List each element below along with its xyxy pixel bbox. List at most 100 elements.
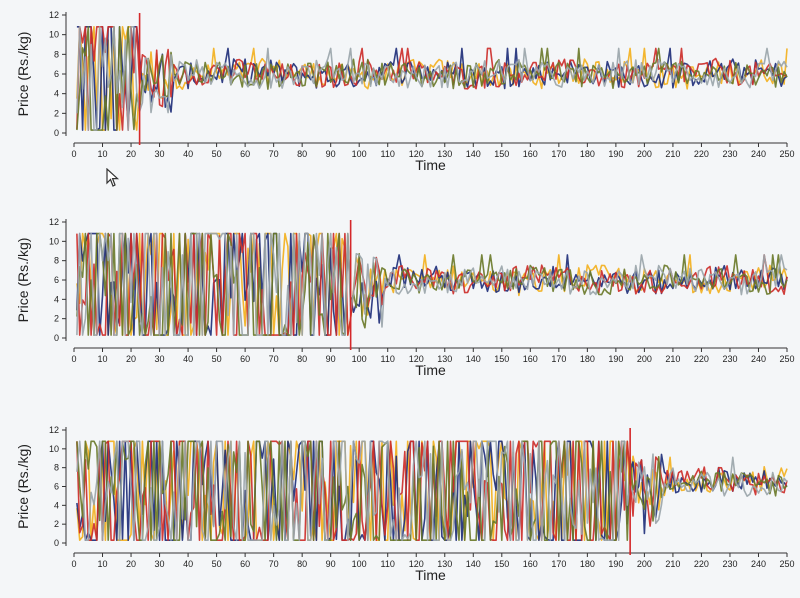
y-tick-label: 4 — [54, 89, 59, 99]
y-tick-label: 10 — [49, 236, 59, 246]
x-tick-label: 60 — [240, 354, 250, 364]
x-tick-label: 210 — [665, 559, 680, 569]
x-tick-label: 120 — [409, 559, 424, 569]
x-tick-label: 80 — [297, 354, 307, 364]
y-tick-label: 4 — [54, 500, 59, 510]
x-tick-label: 140 — [466, 354, 481, 364]
x-tick-label: 190 — [608, 354, 623, 364]
x-tick-label: 100 — [352, 559, 367, 569]
x-tick-label: 50 — [212, 354, 222, 364]
y-tick-label: 12 — [49, 217, 59, 227]
x-tick-label: 10 — [98, 354, 108, 364]
x-tick-label: 20 — [126, 149, 136, 159]
x-tick-label: 20 — [126, 354, 136, 364]
x-tick-label: 140 — [466, 149, 481, 159]
x-tick-label: 30 — [155, 354, 165, 364]
x-tick-label: 20 — [126, 559, 136, 569]
x-tick-label: 0 — [71, 149, 76, 159]
mouse-pointer-icon — [106, 168, 120, 187]
x-tick-label: 150 — [494, 149, 509, 159]
y-tick-label: 0 — [54, 538, 59, 548]
x-tick-label: 220 — [694, 149, 709, 159]
y-tick-label: 12 — [49, 10, 59, 20]
y-tick-label: 2 — [54, 314, 59, 324]
x-tick-label: 230 — [722, 559, 737, 569]
x-tick-label: 240 — [751, 559, 766, 569]
x-tick-label: 90 — [326, 559, 336, 569]
x-tick-label: 230 — [722, 354, 737, 364]
x-tick-label: 0 — [71, 354, 76, 364]
x-tick-label: 210 — [665, 354, 680, 364]
x-tick-label: 180 — [580, 559, 595, 569]
x-tick-label: 120 — [409, 149, 424, 159]
x-tick-label: 120 — [409, 354, 424, 364]
x-tick-label: 110 — [381, 354, 395, 364]
x-tick-label: 70 — [269, 559, 279, 569]
series-line-4 — [76, 232, 788, 336]
x-tick-label: 40 — [183, 354, 193, 364]
y-tick-label: 10 — [49, 444, 59, 454]
x-axis-title: Time — [415, 567, 446, 583]
y-tick-label: 12 — [49, 425, 59, 435]
x-tick-label: 170 — [551, 149, 566, 159]
x-tick-label: 50 — [212, 149, 222, 159]
x-tick-label: 90 — [326, 149, 336, 159]
series-line-5 — [76, 440, 788, 542]
series-line-5 — [76, 25, 788, 131]
x-tick-label: 190 — [608, 149, 623, 159]
x-tick-label: 100 — [352, 354, 367, 364]
x-tick-label: 180 — [580, 354, 595, 364]
x-tick-label: 60 — [240, 559, 250, 569]
y-tick-label: 2 — [54, 519, 59, 529]
x-tick-label: 220 — [694, 559, 709, 569]
series-line-5 — [76, 232, 788, 336]
y-tick-label: 2 — [54, 108, 59, 118]
x-tick-label: 50 — [212, 559, 222, 569]
x-tick-label: 140 — [466, 559, 481, 569]
y-tick-label: 8 — [54, 49, 59, 59]
y-tick-label: 0 — [54, 333, 59, 343]
x-tick-label: 0 — [71, 559, 76, 569]
x-tick-label: 40 — [183, 559, 193, 569]
x-tick-label: 150 — [494, 559, 509, 569]
y-tick-label: 6 — [54, 69, 59, 79]
x-tick-label: 200 — [637, 354, 652, 364]
x-tick-label: 30 — [155, 149, 165, 159]
x-tick-label: 130 — [437, 559, 452, 569]
x-tick-label: 170 — [551, 354, 566, 364]
y-tick-label: 0 — [54, 128, 59, 138]
x-tick-label: 70 — [269, 354, 279, 364]
x-axis-title: Time — [415, 362, 446, 378]
y-tick-label: 6 — [54, 275, 59, 285]
x-tick-label: 180 — [580, 149, 595, 159]
x-tick-label: 220 — [694, 354, 709, 364]
x-tick-label: 190 — [608, 559, 623, 569]
x-tick-label: 110 — [381, 149, 395, 159]
x-tick-label: 250 — [779, 559, 794, 569]
x-tick-label: 10 — [98, 149, 108, 159]
x-tick-label: 80 — [297, 149, 307, 159]
x-tick-label: 240 — [751, 354, 766, 364]
x-tick-label: 160 — [523, 149, 538, 159]
y-tick-label: 6 — [54, 482, 59, 492]
x-tick-label: 150 — [494, 354, 509, 364]
x-tick-label: 160 — [523, 354, 538, 364]
x-tick-label: 10 — [98, 559, 108, 569]
x-tick-label: 160 — [523, 559, 538, 569]
x-tick-label: 80 — [297, 559, 307, 569]
y-tick-label: 4 — [54, 294, 59, 304]
x-tick-label: 200 — [637, 559, 652, 569]
x-tick-label: 200 — [637, 149, 652, 159]
x-tick-label: 90 — [326, 354, 336, 364]
x-tick-label: 100 — [352, 149, 367, 159]
x-axis-title: Time — [415, 157, 446, 173]
x-tick-label: 250 — [779, 149, 794, 159]
y-axis-title: Price (Rs./kg) — [15, 444, 31, 529]
x-tick-label: 230 — [722, 149, 737, 159]
x-tick-label: 70 — [269, 149, 279, 159]
x-tick-label: 30 — [155, 559, 165, 569]
